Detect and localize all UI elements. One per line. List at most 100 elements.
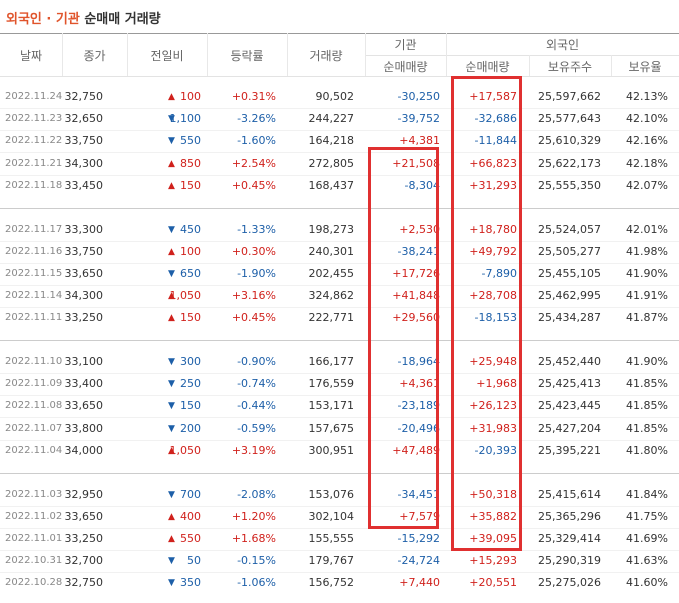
cell: 41.85% [626,421,668,435]
date: 2022.11.11 [5,312,63,324]
cell: 41.91% [626,289,668,303]
cell: +49,792 [469,244,517,258]
cell: +0.31% [231,90,276,103]
date: 2022.11.03 [5,488,63,500]
cell: 100 [180,244,201,258]
change-arrow: ▲ [168,291,175,302]
cell: 250 [180,377,201,391]
cell: 168,437 [308,178,355,192]
cell: -1.60% [237,134,276,148]
cell: 200 [180,421,201,435]
cell: 33,650 [64,509,104,523]
cell: 41.80% [626,443,668,457]
cell: 25,452,440 [538,355,601,368]
cell: 25,462,995 [538,289,601,303]
cell: -18,153 [474,311,517,325]
sub-header: 보유주수 [547,60,593,74]
row-separator [0,395,679,397]
column-header: 종가 [83,49,106,63]
date: 2022.11.15 [5,267,63,279]
date: 2022.11.22 [5,135,63,147]
cell: 450 [180,222,201,236]
cell: 1,100 [169,112,202,126]
date: 2022.11.04 [5,444,63,456]
row-separator [0,108,679,109]
cell: 41.75% [626,509,668,523]
header-divider [529,55,530,76]
cell: +21,508 [392,156,440,170]
cell: +4,381 [399,134,440,148]
change-arrow: ▲ [168,180,175,191]
change-arrow: ▼ [168,268,175,279]
group-separator [0,340,679,341]
column-header: 전일비 [150,49,184,63]
header-divider [127,33,128,76]
cell: 42.01% [626,222,668,236]
cell: 41.60% [626,576,668,590]
cell: 153,076 [308,487,355,501]
cell: 25,524,057 [538,222,601,236]
cell: +35,882 [469,509,517,523]
cell: -0.59% [237,421,276,435]
cell: 33,750 [64,134,104,148]
change-arrow: ▲ [168,533,175,544]
cell: -11,844 [474,134,517,148]
row-separator [0,262,679,264]
row-separator [0,284,679,286]
cell: 202,455 [308,266,355,280]
cell: 90,502 [315,90,355,103]
change-arrow: ▲ [168,313,175,324]
cell: -8,304 [404,178,440,192]
cell: +1,968 [476,377,517,391]
cell: +31,983 [469,421,517,435]
cell: +0.45% [231,311,276,325]
row-separator [0,505,679,507]
cell: -0.15% [237,554,276,568]
row-separator [0,549,679,551]
cell: 300,951 [308,443,355,457]
group-separator [0,207,679,209]
cell: +4,361 [399,377,440,391]
date: 2022.10.31 [5,555,63,567]
cell: +0.45% [231,178,276,192]
cell: 25,329,414 [538,531,601,545]
cell: +47,489 [392,443,440,457]
group-separator [0,472,679,474]
cell: 324,862 [308,289,355,303]
cell: 32,750 [64,576,104,590]
change-arrow: ▼ [168,401,175,412]
date: 2022.11.18 [5,179,63,191]
title-rest: 순매매 거래량 [84,12,161,27]
cell: 156,752 [308,576,355,590]
cell: 42.10% [626,112,668,126]
group-header: 외국인 [545,38,580,52]
date: 2022.11.02 [5,510,63,522]
header-bottom-border [0,76,679,77]
cell: 41.98% [626,244,668,258]
cell: 164,218 [308,134,355,148]
change-arrow: ▼ [168,423,175,434]
change-arrow: ▼ [168,489,175,500]
row-separator [0,130,679,132]
cell: 155,555 [308,531,355,545]
cell: -30,250 [397,90,440,103]
cell: 550 [180,531,201,545]
cell: -32,686 [474,112,517,126]
cell: 33,250 [64,311,104,325]
date: 2022.11.09 [5,378,63,390]
cell: +17,587 [469,90,517,103]
header-divider [62,33,63,76]
row-separator [0,572,679,574]
cell: -20,496 [397,421,440,435]
cell: 25,365,296 [538,509,601,523]
cell: 550 [180,134,201,148]
cell: 33,800 [64,421,104,435]
cell: +28,708 [469,289,517,303]
cell: 166,177 [308,355,355,368]
cell: 32,750 [64,90,104,103]
header-divider [207,33,208,76]
cell: 41.85% [626,399,668,413]
cell: -0.90% [237,355,276,368]
cell: 25,415,614 [538,487,601,501]
